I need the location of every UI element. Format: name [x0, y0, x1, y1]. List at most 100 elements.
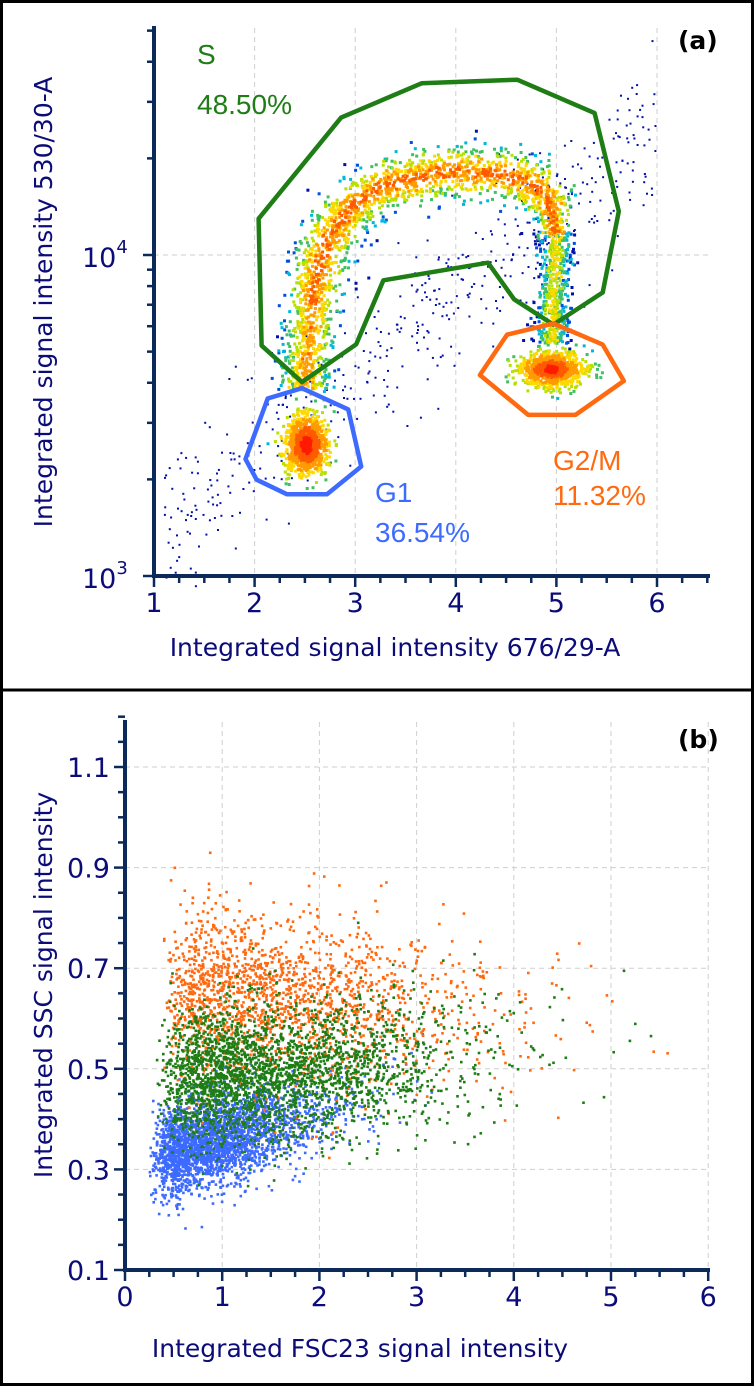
density-point	[316, 454, 320, 458]
density-point	[421, 175, 425, 178]
density-point	[559, 358, 563, 361]
density-point	[550, 284, 554, 288]
density-point	[508, 183, 512, 187]
density-point	[536, 176, 540, 180]
density-point	[547, 187, 551, 191]
density-point	[492, 322, 495, 325]
density-point	[445, 314, 448, 317]
density-point	[551, 192, 555, 195]
density-point	[317, 344, 321, 348]
density-point	[438, 302, 441, 305]
density-point	[547, 235, 551, 239]
density-point	[563, 382, 567, 386]
density-point	[317, 463, 320, 467]
density-point	[485, 172, 489, 176]
density-point	[545, 202, 549, 206]
density-point	[573, 229, 576, 231]
density-point	[541, 284, 545, 288]
density-point	[311, 387, 315, 390]
density-point	[498, 153, 501, 156]
density-point	[286, 467, 290, 471]
density-point	[293, 365, 297, 369]
density-point	[615, 132, 617, 135]
density-point	[554, 257, 558, 261]
density-point	[495, 182, 498, 184]
x-tick-label: 3	[347, 588, 364, 619]
density-point	[523, 372, 527, 376]
density-point	[303, 352, 307, 356]
density-point	[560, 266, 564, 270]
density-point	[347, 219, 351, 223]
density-point	[564, 178, 566, 180]
density-point	[387, 165, 390, 169]
density-point	[379, 345, 382, 347]
density-point	[417, 168, 421, 172]
density-point	[284, 457, 288, 461]
density-point	[546, 224, 550, 228]
density-point	[349, 387, 352, 390]
density-point	[365, 184, 369, 188]
density-point	[473, 185, 477, 189]
density-point	[616, 185, 619, 188]
density-point	[340, 213, 344, 217]
density-point	[375, 239, 379, 243]
density-point	[418, 175, 422, 179]
density-point	[396, 193, 400, 197]
density-point	[519, 171, 523, 175]
density-point	[305, 396, 308, 399]
density-point	[356, 209, 360, 213]
density-point	[323, 265, 327, 269]
density-point	[322, 226, 326, 230]
density-point	[284, 438, 288, 441]
density-point	[415, 321, 418, 324]
density-point	[562, 374, 566, 377]
density-point	[561, 346, 565, 350]
density-point	[406, 186, 409, 190]
density-point	[344, 187, 348, 191]
density-point	[385, 173, 388, 177]
density-point	[338, 269, 342, 273]
density-point	[325, 243, 329, 247]
density-point	[467, 171, 471, 175]
density-point	[325, 244, 329, 248]
density-point	[542, 224, 546, 228]
density-point	[284, 325, 288, 329]
density-point	[383, 178, 387, 182]
density-point	[489, 261, 492, 264]
density-point	[442, 174, 446, 178]
density-point	[299, 297, 302, 301]
density-point	[327, 358, 331, 362]
density-point	[455, 167, 459, 171]
density-point	[284, 439, 288, 443]
density-point	[309, 439, 313, 443]
density-point	[502, 258, 505, 261]
density-point	[289, 359, 293, 363]
density-point	[629, 122, 632, 125]
density-point	[306, 345, 310, 349]
density-point	[369, 193, 373, 197]
density-point	[551, 395, 554, 399]
density-point	[545, 198, 549, 202]
density-point	[576, 362, 580, 366]
density-point	[503, 223, 506, 226]
density-point	[621, 159, 624, 162]
density-point	[466, 294, 469, 296]
density-point	[303, 362, 307, 366]
density-point	[535, 192, 539, 195]
density-point	[539, 192, 543, 196]
density-point	[342, 309, 346, 313]
density-point	[434, 304, 437, 306]
density-point	[470, 152, 474, 156]
point-g1	[177, 1096, 181, 1100]
density-point	[540, 334, 544, 338]
density-point	[517, 367, 521, 370]
density-point	[385, 169, 389, 173]
density-point	[549, 386, 553, 390]
density-point	[549, 304, 553, 308]
density-point	[313, 358, 317, 362]
density-point	[409, 141, 413, 144]
density-point	[320, 254, 324, 258]
density-point	[298, 430, 302, 434]
density-point	[546, 243, 549, 246]
density-point	[323, 313, 327, 317]
